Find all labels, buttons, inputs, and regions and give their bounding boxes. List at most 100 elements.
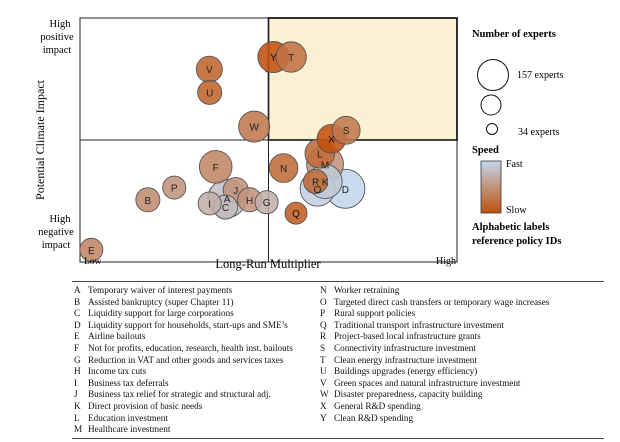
bubble-label-t: T — [288, 53, 294, 64]
legend-row-j: J Business tax relief for strategic and s… — [74, 389, 310, 401]
bubbles-layer: D A M OK F W Y T L N XS V J B C H R U E G I P Q — [79, 41, 366, 262]
policy-legend-left-column: A Temporary waiver of interest payments B A… — [74, 285, 310, 436]
legend-text: Green spaces and natural infrastructure … — [334, 377, 521, 388]
legend-id: R — [320, 331, 327, 342]
legend-row-o: O Targeted direct cash transfers or tempo… — [320, 297, 602, 309]
legend-row-k: K Direct provision of basic needs — [74, 401, 310, 413]
y-axis-label: Potential Climate Impact — [33, 79, 47, 200]
legend-id: I — [74, 377, 78, 388]
bubble-b — [135, 187, 161, 213]
bubble-label-h: H — [246, 196, 253, 207]
top-right-quadrant-highlight — [267, 17, 458, 141]
legend-id: U — [320, 366, 327, 377]
legend-id: S — [320, 342, 326, 353]
speed-gradient-bar — [480, 160, 502, 214]
x-tick-high: High — [436, 256, 456, 267]
bubble-u — [197, 79, 223, 105]
size-legend-bubble-large — [477, 59, 509, 91]
legend-row-w: W Disaster preparedness, capacity buildin… — [320, 389, 602, 401]
bubble-w — [238, 110, 271, 143]
legend-text: Clean R&D spending — [334, 412, 414, 423]
legend-row-x: X General R&D spending — [320, 401, 602, 413]
bubble-s — [331, 115, 361, 145]
bubble-label-l: L — [317, 149, 323, 160]
legend-row-v: V Green spaces and natural infrastructure… — [320, 378, 602, 390]
speed-slow-label: Slow — [506, 205, 527, 216]
legend-id: K — [74, 400, 81, 411]
legend-id: M — [74, 424, 83, 435]
legend-row-i: I Business tax deferrals — [74, 378, 310, 390]
legend-text: Temporary waiver of interest payments — [88, 285, 233, 295]
bubble-label-k: K — [322, 177, 329, 188]
bubble-label-u: U — [206, 88, 213, 99]
legend-text: Reduction in VAT and other goods and ser… — [88, 354, 284, 365]
legend-text: Income tax cuts — [88, 366, 147, 377]
bubble-label-x: X — [328, 135, 335, 146]
legend-id: C — [74, 308, 81, 319]
legend-id: L — [74, 412, 80, 423]
bubble-g — [254, 190, 279, 215]
bubble-label-j: J — [233, 186, 238, 197]
bubble-label-f: F — [213, 163, 219, 174]
bubble-label-a: A — [224, 195, 231, 206]
id-note-line2: reference policy IDs — [472, 236, 561, 247]
legend-text: Assisted bankruptcy (super Chapter 11) — [88, 296, 234, 307]
bubble-p — [162, 175, 187, 200]
bubble-i — [197, 191, 222, 216]
legend-text: Connectivity infrastructure investment — [334, 342, 476, 353]
bubble-label-i: I — [208, 199, 211, 210]
speed-legend-title: Speed — [472, 145, 499, 156]
bubble-label-w: W — [249, 123, 259, 134]
legend-row-l: L Education investment — [74, 413, 310, 425]
bubble-label-g: G — [263, 198, 271, 209]
y-tick-high-line3: impact — [43, 45, 72, 56]
legend-row-u: U Buildings upgrades (energy efficiency) — [320, 366, 602, 378]
legend-id: T — [320, 354, 326, 365]
bubble-n — [268, 153, 299, 183]
legend-id: N — [320, 285, 327, 295]
legend-row-a: A Temporary waiver of interest payments — [74, 285, 310, 297]
legend-text: Liquidity support for households, start-… — [88, 319, 288, 330]
legend-row-y: Y Clean R&D spending — [320, 413, 602, 425]
legend-row-s: S Connectivity infrastructure investment — [320, 343, 602, 355]
bubble-label-n: N — [280, 164, 287, 175]
x-axis-label: Long-Run Multiplier — [215, 257, 321, 271]
id-note-line1: Alphabetic labels — [472, 222, 549, 233]
legend-text: Liquidity support for large corporations — [88, 308, 234, 319]
legend-row-n: N Worker retraining — [320, 285, 602, 297]
legend-row-q: Q Traditional transport infrastructure in… — [320, 320, 602, 332]
legend-text: General R&D spending — [334, 400, 421, 411]
y-tick-high-line2: positive — [40, 32, 74, 43]
legend-text: Clean energy infrastructure investment — [334, 354, 477, 365]
legend-row-t: T Clean energy infrastructure investment — [320, 355, 602, 367]
bubble-label-d: D — [342, 185, 349, 196]
legend-row-c: C Liquidity support for large corporation… — [74, 308, 310, 320]
legend-text: Project-based local infrastructure grant… — [334, 331, 481, 342]
legend-id: Y — [320, 412, 327, 423]
bubble-t — [275, 41, 307, 73]
size-legend-bubble-small — [486, 123, 498, 135]
bubble-f — [198, 150, 233, 184]
bubble-label-v: V — [206, 65, 213, 76]
legend-text: Business tax deferrals — [88, 377, 169, 388]
bubble-label-s: S — [343, 126, 350, 137]
legend-id: X — [320, 400, 327, 411]
legend-id: V — [320, 377, 327, 388]
bubble-label-o: O — [314, 185, 322, 196]
legend-text: Not for profits, education, research, he… — [88, 342, 293, 353]
legend-text: Worker retraining — [334, 285, 400, 295]
bubble-label-q: Q — [292, 209, 300, 220]
legend-id: E — [74, 331, 80, 342]
legend-text: Education investment — [88, 412, 168, 423]
bubble-label-y: Y — [270, 53, 277, 64]
policy-legend-right-column: N Worker retraining O Targeted direct cash … — [320, 285, 602, 424]
bubble-label-b: B — [145, 196, 152, 207]
legend-row-h: H Income tax cuts — [74, 366, 310, 378]
legend-row-p: P Rural support policies — [320, 308, 602, 320]
legend-id: Q — [320, 319, 327, 330]
legend-id: G — [74, 354, 81, 365]
legend-id: W — [320, 389, 329, 400]
legend-row-f: F Not for profits, education, research, h… — [74, 343, 310, 355]
legend-id: P — [320, 308, 326, 319]
legend-id: F — [74, 342, 80, 353]
